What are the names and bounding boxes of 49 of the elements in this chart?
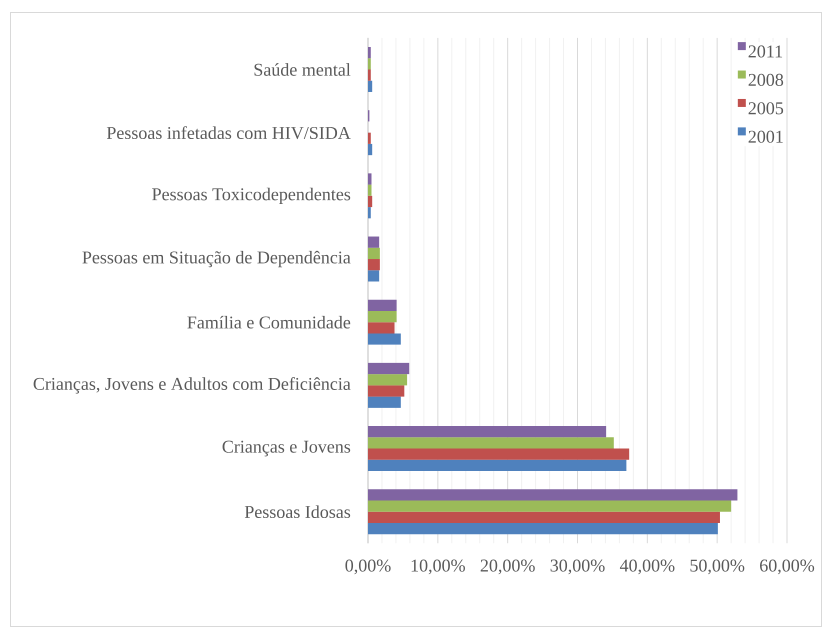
bar xyxy=(368,489,738,500)
bar xyxy=(368,522,718,534)
y-tick-label: Crianças, Jovens e Adultos com Deficiência xyxy=(34,377,351,394)
x-tick-label: 50,00% xyxy=(690,560,744,574)
bar xyxy=(368,270,380,282)
legend-label: 2008 xyxy=(748,74,784,86)
bar xyxy=(368,310,397,322)
x-tick-label: 10,00% xyxy=(412,560,465,574)
bar xyxy=(368,362,410,374)
bar xyxy=(368,300,397,311)
bar xyxy=(368,426,606,438)
x-tick-label: 40,00% xyxy=(620,560,674,574)
bar xyxy=(368,196,372,208)
y-tick-label: Pessoas em Situação de Dependência xyxy=(82,250,351,268)
bar xyxy=(368,448,630,460)
bar xyxy=(368,460,626,472)
x-tick-label: 30,00% xyxy=(550,560,605,574)
bar xyxy=(368,512,720,523)
bar xyxy=(368,259,380,270)
bar xyxy=(368,396,401,408)
legend-label: 2001 xyxy=(748,130,783,143)
bar xyxy=(368,333,401,345)
y-tick-label: Família e Comunidade xyxy=(187,316,350,329)
y-tick-label: Crianças e Jovens xyxy=(222,440,350,456)
bar xyxy=(368,58,371,70)
legend-label: 2005 xyxy=(748,102,784,114)
y-tick-label: Saúde mental xyxy=(254,63,350,76)
bar xyxy=(368,385,404,397)
bar xyxy=(368,207,371,218)
bar xyxy=(368,144,372,156)
bar xyxy=(368,248,380,260)
bar xyxy=(368,47,371,58)
y-tick-label: Pessoas Toxicodependentes xyxy=(152,188,350,204)
bar xyxy=(368,173,372,185)
legend-label: 2011 xyxy=(748,45,782,58)
x-tick-label: 0,00% xyxy=(345,560,391,574)
bar xyxy=(368,184,372,196)
bar xyxy=(368,80,372,92)
bar xyxy=(368,132,371,144)
x-tick-label: 60,00% xyxy=(760,560,814,574)
bar xyxy=(368,437,614,449)
x-tick-label: 20,00% xyxy=(480,560,535,574)
y-tick-label: Pessoas Idosas xyxy=(244,505,350,518)
bar xyxy=(368,236,380,248)
bar xyxy=(368,322,395,334)
y-tick-label: Pessoas infetadas com HIV/SIDA xyxy=(106,126,351,140)
bar xyxy=(368,69,371,81)
bar xyxy=(368,500,732,512)
bar xyxy=(368,374,408,386)
